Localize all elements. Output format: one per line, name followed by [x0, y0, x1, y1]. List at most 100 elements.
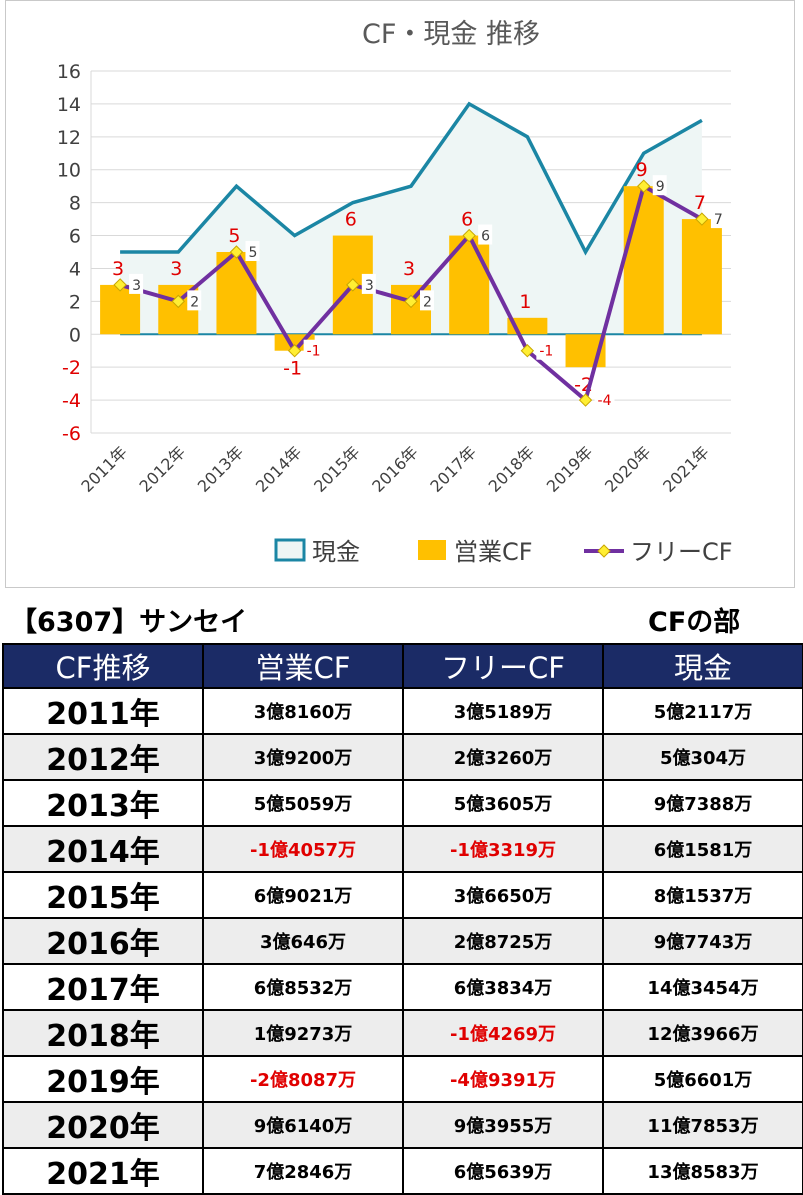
free-cf-cell: -1億4269万: [402, 1009, 604, 1057]
free-cf-label-bg: [245, 241, 260, 261]
operating-cf-label: 7: [694, 192, 706, 214]
free-cf-label: 3: [365, 278, 374, 294]
operating-cf-cell: 3億8160万: [202, 687, 404, 735]
table-row: 2016年 3億646万 2億8725万 9億7743万: [2, 917, 803, 965]
x-tick-label: 2013年: [194, 442, 248, 496]
free-cf-label-bg: [536, 339, 557, 360]
cash-cell: 12億3966万: [602, 1009, 803, 1057]
free-cf-cell: 6億5639万: [402, 1147, 604, 1195]
table-row: 2015年 6億9021万 3億6650万 8億1537万: [2, 871, 803, 919]
operating-cf-label: -1: [283, 358, 302, 380]
cash-cell: 5億304万: [602, 733, 803, 781]
operating-cf-cell: -2億8087万: [202, 1055, 404, 1103]
header-free-cf: フリーCF: [402, 643, 604, 689]
operating-cf-label: 9: [636, 159, 648, 181]
year-cell: 2018年: [2, 1009, 204, 1057]
x-tick-label: 2019年: [543, 442, 597, 496]
year-cell: 2011年: [2, 687, 204, 735]
operating-cf-cell: 6億8532万: [202, 963, 404, 1011]
free-cf-marker: [287, 344, 302, 358]
free-cf-cell: 9億3955万: [402, 1101, 604, 1149]
free-cf-label: 7: [714, 212, 723, 228]
free-cf-label: 3: [132, 278, 141, 294]
free-cf-cell: 6億3834万: [402, 963, 604, 1011]
free-cf-label-bg: [187, 290, 202, 311]
operating-cf-cell: 6億9021万: [202, 871, 404, 919]
free-cf-label: -4: [598, 393, 612, 409]
cash-cell: 5億2117万: [602, 687, 803, 735]
operating-cf-label: 6: [461, 209, 473, 231]
legend-swatch-operating-cf: [418, 540, 446, 560]
table-header-row: CF推移 営業CF フリーCF 現金: [2, 643, 803, 689]
free-cf-label: -1: [539, 344, 553, 360]
free-cf-label-bg: [361, 273, 376, 294]
free-cf-label: 9: [656, 179, 665, 195]
free-cf-marker: [404, 294, 418, 309]
year-cell: 2015年: [2, 871, 204, 919]
free-cf-cell: 3億5189万: [402, 687, 604, 735]
free-cf-marker: [695, 212, 709, 226]
header-cash: 現金: [602, 643, 803, 689]
free-cf-label-bg: [652, 175, 667, 196]
table-row: 2017年 6億8532万 6億3834万 14億3454万: [2, 963, 803, 1011]
cash-cell: 8億1537万: [602, 871, 803, 919]
x-tick-label: 2014年: [252, 442, 306, 496]
x-tick-label: 2011年: [77, 442, 131, 496]
header-operating-cf: 営業CF: [202, 643, 404, 689]
legend-label-free-cf: フリーCF: [630, 538, 733, 566]
legend-label-cash: 現金: [312, 538, 360, 566]
year-cell: 2012年: [2, 733, 204, 781]
table-row: 2020年 9億6140万 9億3955万 11億7853万: [2, 1101, 803, 1149]
free-cf-cell: 2億3260万: [402, 733, 604, 781]
y-tick-label: 10: [57, 160, 81, 182]
year-cell: 2017年: [2, 963, 204, 1011]
operating-cf-cell: 3億9200万: [202, 733, 404, 781]
year-cell: 2020年: [2, 1101, 204, 1149]
cash-cell: 9億7388万: [602, 779, 803, 827]
free-cf-label-bg: [710, 208, 725, 229]
y-tick-label: 0: [69, 324, 81, 346]
table-row: 2019年 -2億8087万 -4億9391万 5億6601万: [2, 1055, 803, 1103]
free-cf-cell: -4億9391万: [402, 1055, 604, 1103]
free-cf-marker: [229, 245, 244, 259]
free-cf-label: 6: [481, 229, 490, 245]
free-cf-label: -1: [307, 344, 321, 360]
cf-table: CF推移 営業CF フリーCF 現金 2011年 3億8160万 3億5189万 5億…: [2, 643, 803, 1195]
year-cell: 2019年: [2, 1055, 204, 1103]
y-tick-label: 8: [69, 193, 81, 215]
cash-cell: 13億8583万: [602, 1147, 803, 1195]
operating-cf-label: 3: [112, 258, 124, 280]
free-cf-label: 2: [423, 294, 432, 310]
table-row: 2011年 3億8160万 3億5189万 5億2117万: [2, 687, 803, 735]
free-cf-label-bg: [303, 339, 324, 360]
table-row: 2021年 7億2846万 6億5639万 13億8583万: [2, 1147, 803, 1195]
y-tick-label: 2: [69, 291, 81, 313]
free-cf-label: 2: [190, 294, 199, 310]
y-tick-label: 4: [69, 258, 81, 280]
free-cf-label-bg: [594, 389, 615, 410]
operating-cf-bar: [623, 186, 664, 335]
x-tick-label: 2018年: [485, 442, 539, 496]
free-cf-marker: [346, 278, 360, 292]
chart-title: CF・現金 推移: [362, 19, 540, 50]
section-title: CFの部: [648, 607, 741, 638]
cash-cell: 9億7743万: [602, 917, 803, 965]
year-cell: 2016年: [2, 917, 204, 965]
header-cf-trend: CF推移: [2, 643, 204, 689]
x-tick-label: 2017年: [426, 442, 480, 496]
free-cf-marker: [637, 179, 651, 193]
x-tick-label: 2016年: [368, 442, 422, 496]
cash-cell: 14億3454万: [602, 963, 803, 1011]
operating-cf-cell: 9億6140万: [202, 1101, 404, 1149]
x-tick-label: 2012年: [136, 442, 190, 496]
table-row: 2012年 3億9200万 2億3260万 5億304万: [2, 733, 803, 781]
operating-cf-label: 1: [519, 291, 531, 313]
free-cf-label-bg: [129, 273, 144, 294]
table-row: 2018年 1億9273万 -1億4269万 12億3966万: [2, 1009, 803, 1057]
y-tick-label: 14: [57, 94, 81, 116]
table-row: 2013年 5億5059万 5億3605万 9億7388万: [2, 779, 803, 827]
legend-marker-free-cf: [597, 544, 611, 558]
year-cell: 2021年: [2, 1147, 204, 1195]
x-tick-label: 2021年: [659, 442, 713, 496]
cash-cell: 6億1581万: [602, 825, 803, 873]
